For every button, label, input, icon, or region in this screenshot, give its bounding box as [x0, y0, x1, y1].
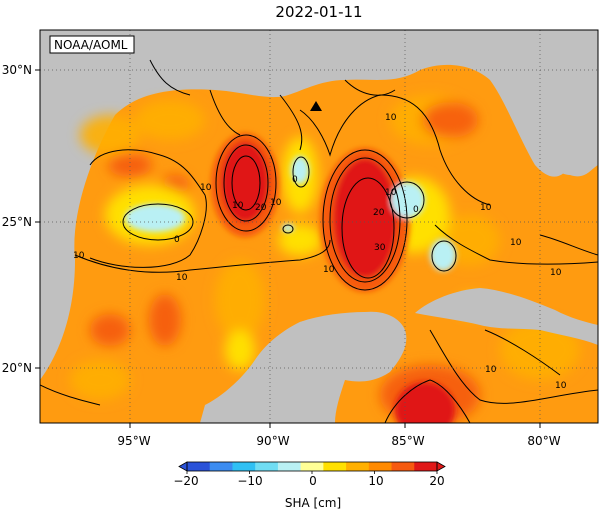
- contour-label: 20: [255, 203, 267, 213]
- contour-label: 10: [270, 198, 282, 208]
- contour-label: 10: [385, 188, 397, 198]
- colorbar-segment: [277, 462, 302, 471]
- plot-frame: [39, 29, 599, 424]
- triangle-marker: [310, 101, 322, 111]
- colorbar-segment: [323, 462, 347, 471]
- contour-label: 10: [550, 268, 562, 278]
- contour-label: 0: [413, 205, 419, 215]
- cuba: [415, 288, 598, 345]
- contour-label: 0: [174, 235, 180, 245]
- colorbar-segment: [300, 462, 324, 471]
- colorbar-segment: [391, 462, 415, 471]
- y-tick-label: 20°N: [2, 361, 32, 375]
- contour-label: 10: [73, 251, 85, 261]
- colorbar-min-arrow: [178, 461, 188, 472]
- contour-label: 10: [323, 265, 335, 275]
- colorbar-title: SHA [cm]: [285, 496, 341, 510]
- credit-box: [49, 35, 135, 54]
- credit-label: NOAA/AOML: [54, 38, 128, 52]
- colorbar-tick-label: 20: [429, 474, 444, 488]
- colorbar-max-arrow: [436, 461, 446, 472]
- colorbar-tick-label: 10: [368, 474, 383, 488]
- contour-label: 10: [485, 365, 497, 375]
- colorbar-segment: [187, 462, 211, 471]
- y-tick-label: 30°N: [2, 63, 32, 77]
- contour-label: 10: [480, 203, 492, 213]
- colorbar-segment: [346, 462, 370, 471]
- colorbar: [178, 461, 446, 474]
- contour-label: 20: [373, 208, 385, 218]
- colorbar-segment: [232, 462, 256, 471]
- x-tick-label: 95°W: [117, 434, 150, 448]
- contour-label: 10: [232, 201, 244, 211]
- colorbar-tick-label: −10: [237, 474, 262, 488]
- yucatan: [200, 311, 407, 423]
- colorbar-segment: [368, 462, 393, 471]
- x-tick-label: 80°W: [527, 434, 560, 448]
- colorbar-segment: [414, 462, 438, 471]
- contour-label: 10: [200, 183, 212, 193]
- contour-label: 10: [176, 273, 188, 283]
- florida: [470, 30, 598, 177]
- colorbar-tick-label: 0: [309, 474, 317, 488]
- colorbar-segment: [255, 462, 279, 471]
- y-tick-label: 25°N: [2, 215, 32, 229]
- contour-label: 10: [555, 381, 567, 391]
- map-title: 2022-01-11: [275, 3, 362, 21]
- contour-label: 10: [510, 238, 522, 248]
- colorbar-segment: [209, 462, 233, 471]
- contour-label-group: 10 0 10 20 10 0 10 20 30 10 0 10 10 10 1…: [73, 113, 567, 391]
- graticule: [40, 30, 598, 423]
- axis-ticks: [35, 69, 541, 428]
- contour-label: 0: [292, 175, 298, 185]
- x-tick-label: 90°W: [256, 434, 289, 448]
- contour-label: 30: [374, 243, 386, 253]
- colorbar-tick-label: −20: [173, 474, 198, 488]
- contour-label: 10: [385, 113, 397, 123]
- x-tick-label: 85°W: [391, 434, 424, 448]
